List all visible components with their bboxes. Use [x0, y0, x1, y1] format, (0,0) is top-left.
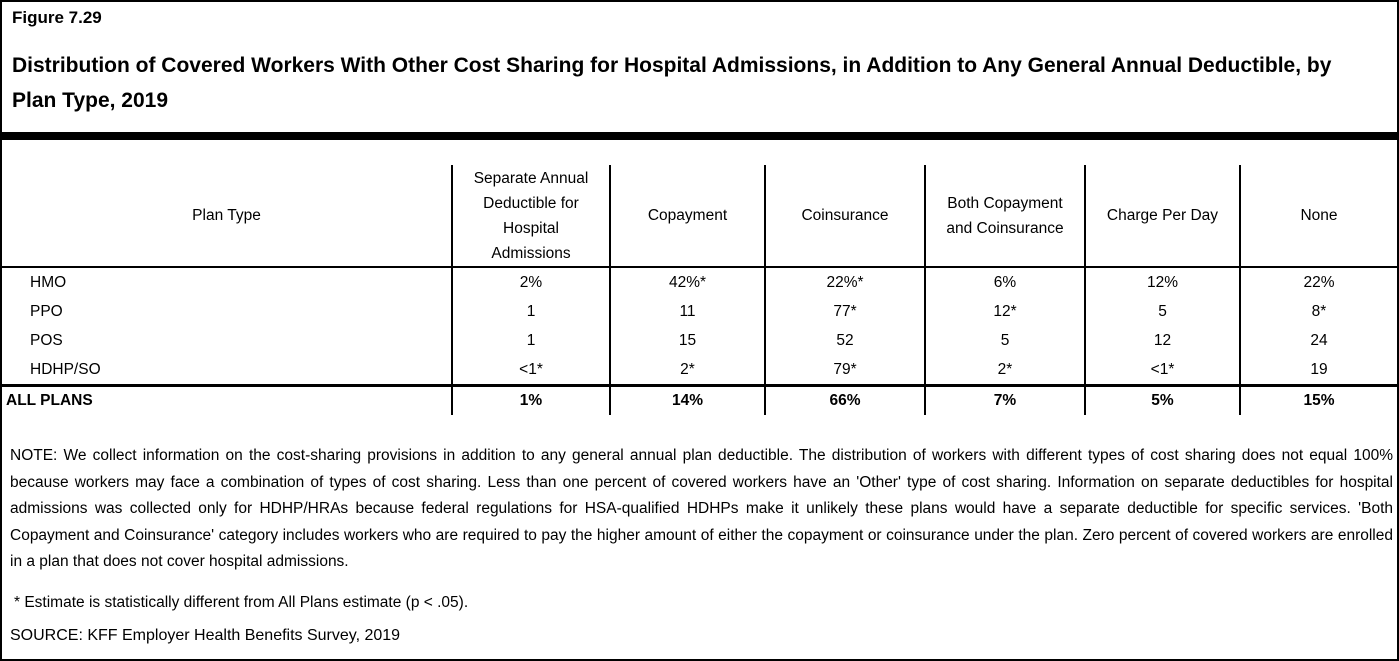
- table-cell: 1%: [451, 384, 610, 415]
- table-row-hmo: HMO 2% 42%* 22%* 6% 12% 22%: [2, 267, 1397, 297]
- table-cell: 5: [924, 326, 1085, 355]
- source-text: SOURCE: KFF Employer Health Benefits Sur…: [10, 627, 401, 644]
- footnote-text: * Estimate is statistically different fr…: [14, 594, 469, 611]
- col-header-both: Both Copayment and Coinsurance: [924, 165, 1085, 268]
- table-row-ppo: PPO 1 11 77* 12* 5 8*: [2, 297, 1397, 326]
- table-cell: 79*: [764, 355, 925, 386]
- table-cell: 6%: [924, 267, 1085, 297]
- row-label: PPO: [30, 302, 63, 320]
- table-cell: 5: [1084, 297, 1240, 326]
- table-cell: 11: [609, 297, 765, 326]
- table-cell: 12%: [1084, 267, 1240, 297]
- table-cell: 22%*: [764, 267, 925, 297]
- table-cell: 1: [451, 297, 610, 326]
- table-cell: 7%: [924, 384, 1085, 415]
- table-header: Plan Type Separate Annual Deductible for…: [2, 165, 1397, 268]
- table-row-all-plans: ALL PLANS 1% 14% 66% 7% 5% 15%: [2, 384, 1397, 415]
- row-label: HMO: [30, 273, 67, 291]
- table-row-pos: POS 1 15 52 5 12 24: [2, 326, 1397, 355]
- table-cell: 19: [1239, 355, 1397, 386]
- table-cell: 14%: [609, 384, 765, 415]
- table-cell: <1*: [1084, 355, 1240, 386]
- table-cell: <1*: [451, 355, 610, 386]
- col-header-coinsurance: Coinsurance: [764, 165, 925, 268]
- row-label: HDHP/SO: [30, 360, 101, 378]
- table-cell: 2%: [451, 267, 610, 297]
- table-body: HMO 2% 42%* 22%* 6% 12% 22% PPO 1 11 77*…: [2, 267, 1397, 415]
- table-cell: 8*: [1239, 297, 1397, 326]
- row-label: POS: [30, 331, 63, 349]
- note-text: NOTE: We collect information on the cost…: [10, 447, 1393, 570]
- col-header-separate-deductible: Separate Annual Deductible for Hospital …: [451, 165, 610, 268]
- table-cell: 42%*: [609, 267, 765, 297]
- col-header-copayment: Copayment: [609, 165, 765, 268]
- figure-title: Distribution of Covered Workers With Oth…: [12, 54, 1332, 112]
- col-header-charge-per-day: Charge Per Day: [1084, 165, 1240, 268]
- table-cell: 15: [609, 326, 765, 355]
- table-cell: 22%: [1239, 267, 1397, 297]
- table-cell: 24: [1239, 326, 1397, 355]
- table-cell: 2*: [924, 355, 1085, 386]
- figure-number: Figure 7.29: [12, 8, 102, 27]
- table-cell: 66%: [764, 384, 925, 415]
- table-row-hdhpso: HDHP/SO <1* 2* 79* 2* <1* 19: [2, 355, 1397, 386]
- table-cell: 1: [451, 326, 610, 355]
- row-label: ALL PLANS: [2, 384, 452, 415]
- data-table: Plan Type Separate Annual Deductible for…: [2, 165, 1397, 415]
- col-header-none: None: [1239, 165, 1397, 268]
- table-cell: 12: [1084, 326, 1240, 355]
- table-cell: 15%: [1239, 384, 1397, 415]
- divider-rule: [2, 132, 1397, 140]
- table-cell: 2*: [609, 355, 765, 386]
- col-header-plan-type: Plan Type: [2, 165, 452, 268]
- table-cell: 5%: [1084, 384, 1240, 415]
- table-cell: 77*: [764, 297, 925, 326]
- table-cell: 12*: [924, 297, 1085, 326]
- table-cell: 52: [764, 326, 925, 355]
- header-row: Plan Type Separate Annual Deductible for…: [2, 165, 1397, 268]
